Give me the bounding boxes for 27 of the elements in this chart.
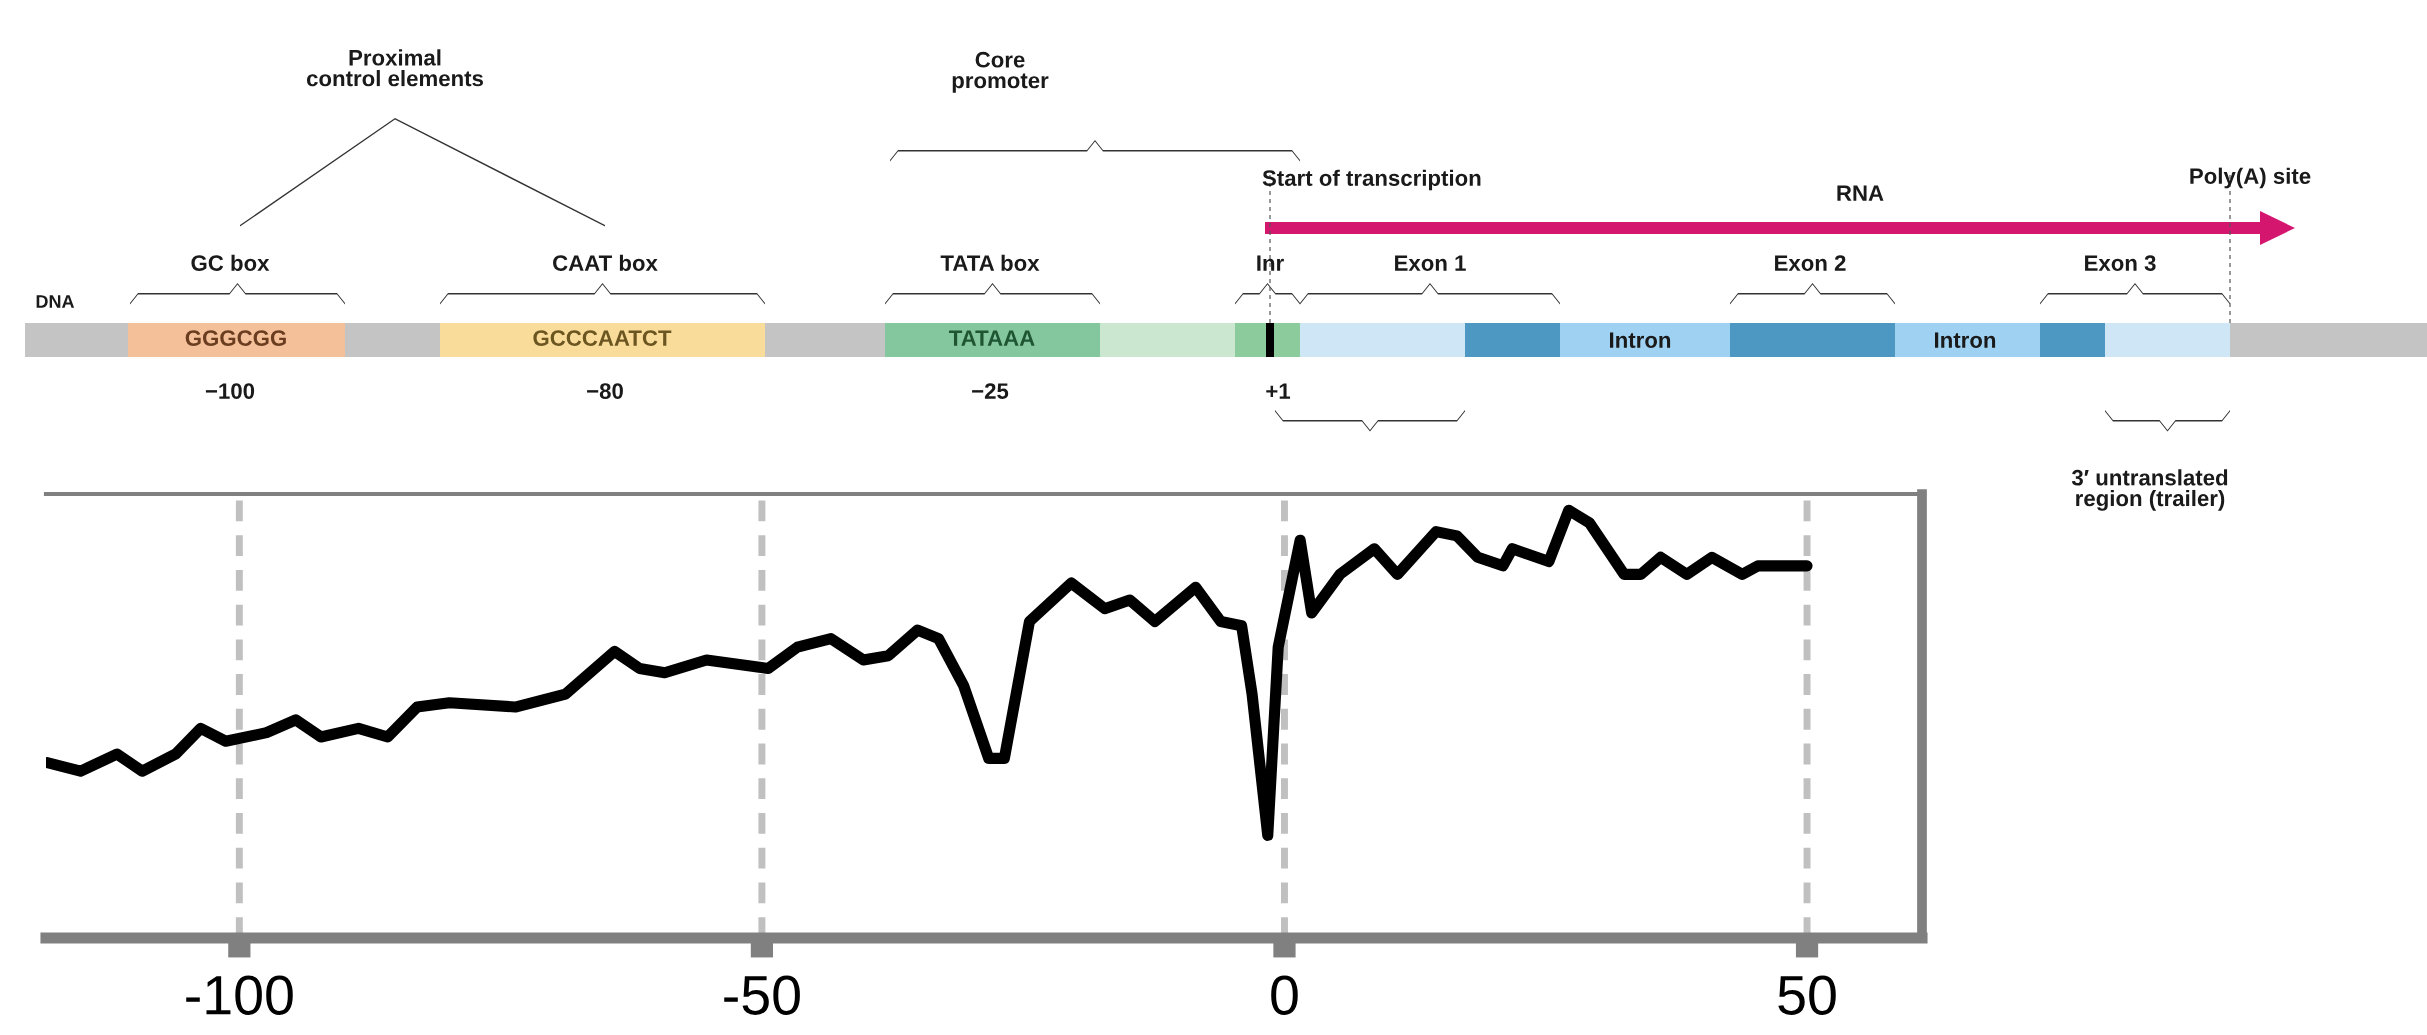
- text: Poly(A) site: [2190, 167, 2311, 189]
- text: Exon 2: [1775, 255, 1846, 271]
- text: Start of transcription: [1262, 169, 1481, 191]
- text: Intron: [1935, 332, 1996, 348]
- text: −25: [972, 383, 1009, 399]
- text: +1: [1266, 383, 1291, 399]
- x-tick-label: -50: [724, 975, 800, 1015]
- text: −80: [587, 383, 623, 399]
- text: DNA: [36, 295, 75, 308]
- text: GCCCAATCT: [533, 330, 672, 346]
- x-tick-label: 50: [1778, 975, 1836, 1015]
- text: Intron: [1610, 332, 1671, 348]
- text: GGGCGG: [185, 330, 286, 346]
- text: −100: [205, 383, 255, 399]
- x-tick-label: 0: [1271, 975, 1298, 1015]
- text: GC box: [191, 254, 270, 271]
- text: RNA: [1837, 185, 1884, 201]
- text: Exon 1: [1395, 255, 1466, 271]
- text: Proximal control elements: [306, 49, 484, 87]
- text: CAAT box: [553, 254, 658, 271]
- text: Inr: [1257, 255, 1284, 271]
- text: Exon 3: [2085, 255, 2156, 271]
- x-tick-label: -100: [186, 975, 293, 1015]
- text: 3′ untranslated region (trailer): [2071, 469, 2228, 511]
- text: TATAAA: [949, 330, 1035, 346]
- text: Core promoter: [952, 51, 1049, 93]
- text: TATA box: [940, 254, 1040, 271]
